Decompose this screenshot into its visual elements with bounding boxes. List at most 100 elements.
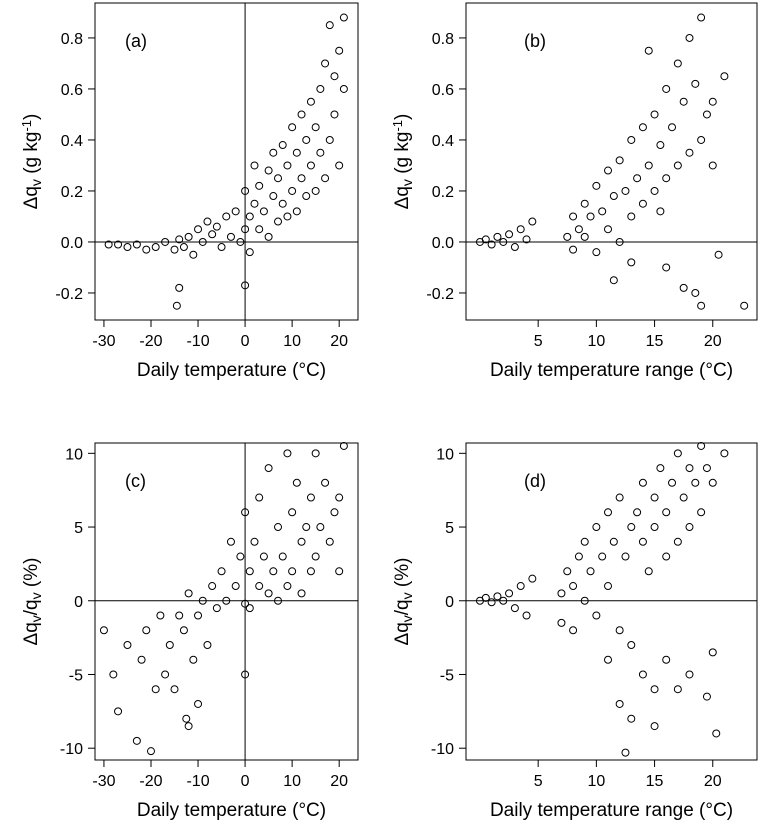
- x-tick-label: 5: [534, 773, 543, 790]
- point: [673, 161, 682, 170]
- point: [278, 552, 287, 561]
- y-tick-label: 0.6: [432, 82, 454, 99]
- point: [522, 235, 531, 244]
- point: [203, 640, 212, 649]
- point: [222, 212, 231, 221]
- point: [638, 537, 647, 546]
- point: [156, 611, 165, 620]
- point: [339, 84, 348, 93]
- point: [557, 589, 566, 598]
- y-axis-title-part: -1: [390, 120, 405, 132]
- point: [662, 552, 671, 561]
- y-tick-label: -0.2: [55, 286, 83, 303]
- point: [493, 592, 502, 601]
- x-tick-label: 20: [704, 773, 722, 790]
- point: [487, 240, 496, 249]
- point: [615, 626, 624, 635]
- point: [586, 212, 595, 221]
- point: [274, 596, 283, 605]
- y-axis-title-part: (%): [21, 558, 42, 593]
- point: [569, 245, 578, 254]
- point: [325, 537, 334, 546]
- point: [516, 225, 525, 234]
- point: [691, 79, 700, 88]
- point: [609, 537, 618, 546]
- point: [679, 493, 688, 502]
- point: [245, 604, 254, 613]
- point: [609, 276, 618, 285]
- plot-frame: [465, 2, 758, 321]
- point: [114, 240, 123, 249]
- point: [231, 582, 240, 591]
- point: [339, 13, 348, 22]
- point: [679, 283, 688, 292]
- point: [222, 596, 231, 605]
- point: [481, 235, 490, 244]
- panel-label: (b): [524, 31, 546, 51]
- point: [638, 123, 647, 132]
- point: [644, 567, 653, 576]
- point: [288, 567, 297, 576]
- y-axis-title-part: v: [399, 615, 415, 622]
- point: [499, 596, 508, 605]
- point: [662, 84, 671, 93]
- point: [245, 567, 254, 576]
- point: [656, 464, 665, 473]
- point: [708, 648, 717, 657]
- x-tick-label: 5: [534, 333, 543, 350]
- point: [264, 464, 273, 473]
- point: [321, 174, 330, 183]
- point: [580, 537, 589, 546]
- x-tick-label: 0: [241, 333, 250, 350]
- y-axis-title-part: v: [28, 592, 44, 599]
- point: [255, 493, 264, 502]
- point: [236, 237, 245, 246]
- point: [615, 493, 624, 502]
- point: [627, 640, 636, 649]
- point: [627, 135, 636, 144]
- point: [306, 97, 315, 106]
- point: [685, 464, 694, 473]
- point: [662, 508, 671, 517]
- point: [99, 626, 108, 635]
- point: [335, 161, 344, 170]
- y-axis-title: Δqv (g kg-1): [390, 114, 414, 210]
- point: [172, 301, 181, 310]
- plot-frame: [94, 442, 359, 761]
- point: [182, 714, 191, 723]
- point: [292, 207, 301, 216]
- point: [161, 237, 170, 246]
- y-axis-title-part: v: [28, 615, 44, 622]
- point: [650, 110, 659, 119]
- y-axis-title-part: Δq: [392, 622, 413, 645]
- point: [633, 508, 642, 517]
- point: [306, 161, 315, 170]
- point: [621, 748, 630, 757]
- point: [662, 263, 671, 272]
- point: [325, 21, 334, 30]
- y-tick-label: -5: [69, 667, 83, 684]
- point: [563, 232, 572, 241]
- y-tick-label: -10: [431, 741, 454, 758]
- point: [656, 141, 665, 150]
- point: [627, 258, 636, 267]
- point: [151, 685, 160, 694]
- point: [208, 230, 217, 239]
- point: [604, 225, 613, 234]
- x-axis-title: Daily temperature (°C): [137, 360, 326, 381]
- point: [505, 589, 514, 598]
- point: [615, 699, 624, 708]
- point: [650, 722, 659, 731]
- point: [137, 655, 146, 664]
- point: [528, 217, 537, 226]
- y-tick-label: 0.8: [61, 31, 83, 48]
- point: [170, 685, 179, 694]
- point: [217, 243, 226, 252]
- point: [255, 225, 264, 234]
- point: [569, 212, 578, 221]
- point: [269, 148, 278, 157]
- point: [662, 174, 671, 183]
- point: [673, 537, 682, 546]
- point: [255, 181, 264, 190]
